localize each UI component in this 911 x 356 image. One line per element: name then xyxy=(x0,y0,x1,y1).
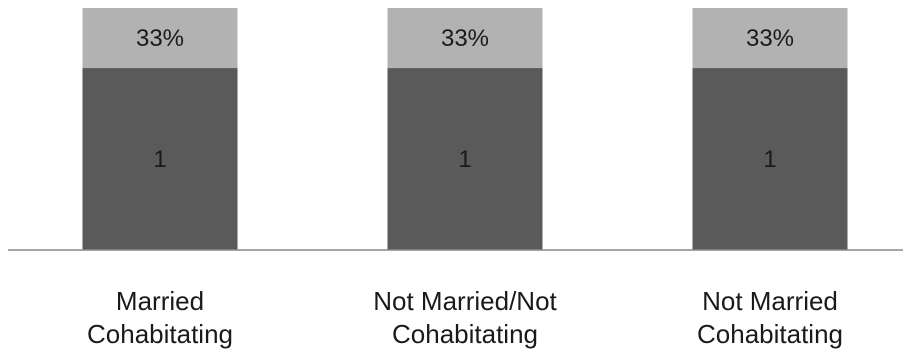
category-label-line: Cohabitating xyxy=(87,319,233,349)
bar-segment-3-2 xyxy=(692,8,848,69)
bar-segment-3-1 xyxy=(692,68,848,251)
data-label-2-2: 33% xyxy=(441,25,489,52)
data-label-3-2: 33% xyxy=(746,25,794,52)
data-label-2-1: 1 xyxy=(458,146,471,173)
data-label-1-2: 33% xyxy=(136,25,184,52)
bar-segment-1-1 xyxy=(82,68,238,251)
bars-group xyxy=(82,8,848,251)
bar-segment-2-1 xyxy=(387,68,543,251)
category-label-2: Not Married/Not Cohabitating xyxy=(373,286,557,349)
bar-segment-2-2 xyxy=(387,8,543,69)
category-label-3: Not Married Cohabitating xyxy=(697,286,843,349)
category-label-line: Cohabitating xyxy=(697,319,843,349)
category-label-line: Not Married/Not xyxy=(373,286,557,316)
segment-labels-group: 1 33% 1 33% 1 33% xyxy=(136,25,794,173)
data-label-1-1: 1 xyxy=(153,146,166,173)
category-label-line: Not Married xyxy=(702,286,838,316)
category-label-line: Married xyxy=(116,286,204,316)
data-label-3-1: 1 xyxy=(763,146,776,173)
bar-segment-1-2 xyxy=(82,8,238,69)
category-label-1: Married Cohabitating xyxy=(87,286,233,349)
category-label-line: Cohabitating xyxy=(392,319,538,349)
